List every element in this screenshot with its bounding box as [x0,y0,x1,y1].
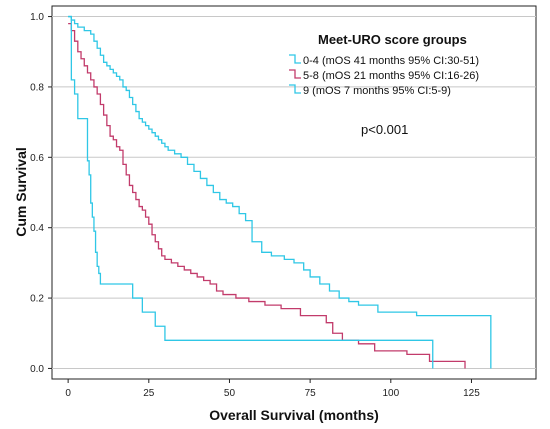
y-tick-label: 0.4 [30,223,44,234]
x-tick-label: 75 [305,388,317,399]
legend-label: 9 (mOS 7 months 95% CI:5-9) [303,85,451,97]
x-tick-label: 50 [224,388,236,399]
survival-curve [68,15,492,369]
legend-swatch [289,69,301,79]
survival-curve [68,15,434,369]
legend-title: Meet-URO score groups [318,32,467,47]
legend-swatch [289,84,301,94]
y-axis-title: Cum Survival [13,147,29,236]
x-tick-label: 125 [463,388,480,399]
y-tick-label: 1.0 [30,12,44,23]
x-tick-label: 0 [65,388,71,399]
x-axis-ticks: 0 25 50 75 100 125 [65,379,480,399]
legend-label: 0-4 (mOS 41 months 95% CI:30-51) [303,55,479,67]
legend-items: 0-4 (mOS 41 months 95% CI:30-51) 5-8 (mOS… [289,54,479,97]
y-tick-label: 0.0 [30,364,44,375]
y-tick-label: 0.8 [30,82,44,93]
survival-curves [68,15,492,369]
legend-swatch [289,54,301,64]
y-axis-ticks: 0.0 0.2 0.4 0.6 0.8 1.0 [30,12,52,375]
x-tick-label: 100 [382,388,399,399]
p-value-annotation: p<0.001 [361,122,408,137]
x-tick-label: 25 [143,388,155,399]
x-axis-title: Overall Survival (months) [209,407,379,423]
legend-label: 5-8 (mOS 21 months 95% CI:16-26) [303,70,479,82]
y-tick-label: 0.2 [30,294,44,305]
legend: Meet-URO score groups 0-4 (mOS 41 months… [289,32,479,97]
y-tick-label: 0.6 [30,153,44,164]
survival-curve [68,22,466,369]
